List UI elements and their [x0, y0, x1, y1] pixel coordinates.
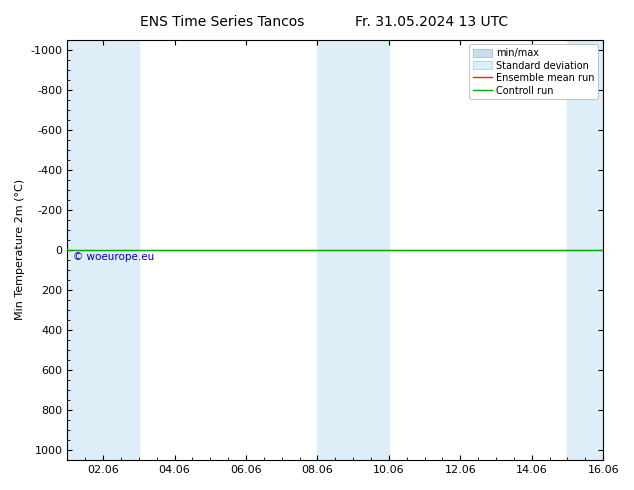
- Legend: min/max, Standard deviation, Ensemble mean run, Controll run: min/max, Standard deviation, Ensemble me…: [469, 45, 598, 99]
- Text: ENS Time Series Tancos: ENS Time Series Tancos: [139, 15, 304, 29]
- Text: © woeurope.eu: © woeurope.eu: [73, 252, 154, 262]
- Bar: [67, 40, 139, 460]
- Bar: [318, 40, 389, 460]
- Bar: [567, 40, 603, 460]
- Text: Fr. 31.05.2024 13 UTC: Fr. 31.05.2024 13 UTC: [354, 15, 508, 29]
- Y-axis label: Min Temperature 2m (°C): Min Temperature 2m (°C): [15, 179, 25, 320]
